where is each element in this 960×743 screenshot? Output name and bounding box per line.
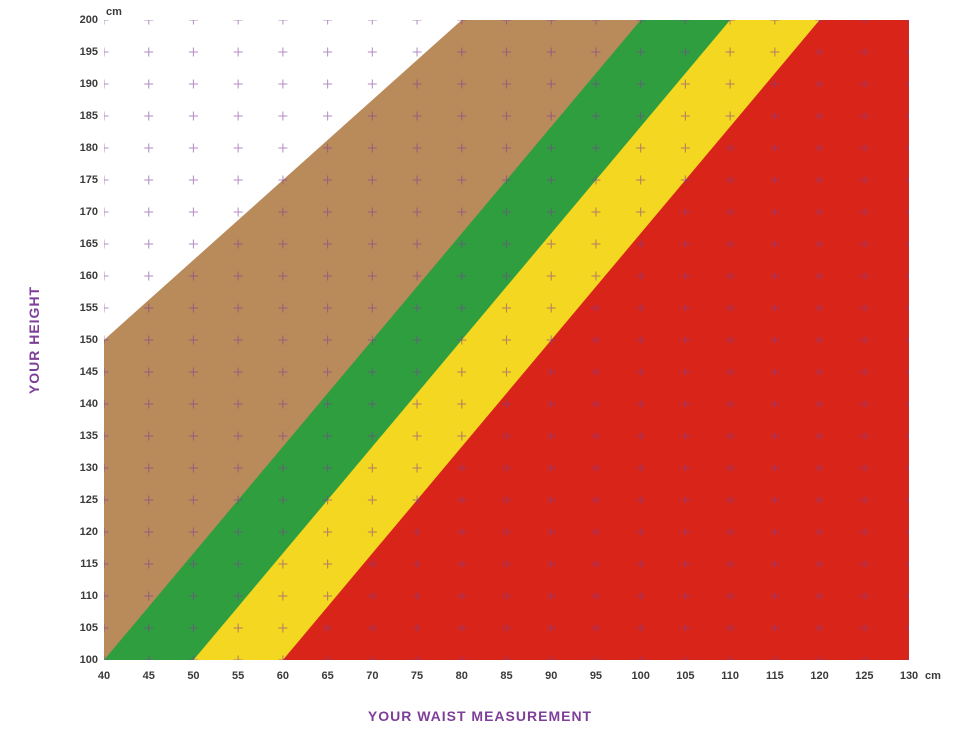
y-tick: 150 <box>72 334 98 346</box>
x-tick: 130 <box>900 670 918 682</box>
x-tick: 60 <box>277 670 289 682</box>
y-axis-label: YOUR HEIGHT <box>24 0 44 680</box>
y-tick: 115 <box>72 558 98 570</box>
x-tick: 50 <box>187 670 199 682</box>
x-tick: 55 <box>232 670 244 682</box>
y-tick: 160 <box>72 270 98 282</box>
y-tick: 110 <box>72 590 98 602</box>
x-tick: 115 <box>766 670 784 682</box>
x-tick: 120 <box>810 670 828 682</box>
y-tick: 190 <box>72 78 98 90</box>
y-tick: 195 <box>72 46 98 58</box>
y-tick: 100 <box>72 654 98 666</box>
x-tick: 110 <box>721 670 739 682</box>
x-tick: 70 <box>366 670 378 682</box>
y-axis-unit: cm <box>106 6 122 18</box>
y-tick: 120 <box>72 526 98 538</box>
x-tick: 65 <box>321 670 333 682</box>
x-axis-unit: cm <box>925 670 941 682</box>
y-tick: 135 <box>72 430 98 442</box>
x-tick: 85 <box>500 670 512 682</box>
y-tick: 175 <box>72 174 98 186</box>
x-tick: 45 <box>143 670 155 682</box>
x-tick: 95 <box>590 670 602 682</box>
y-tick: 165 <box>72 238 98 250</box>
x-tick: 80 <box>456 670 468 682</box>
x-tick: 90 <box>545 670 557 682</box>
x-tick: 75 <box>411 670 423 682</box>
y-tick: 145 <box>72 366 98 378</box>
x-tick: 105 <box>676 670 694 682</box>
waist-height-chart: YOUR HEIGHT YOUR WAIST MEASUREMENT cm cm… <box>0 0 960 743</box>
y-tick: 105 <box>72 622 98 634</box>
y-tick: 140 <box>72 398 98 410</box>
x-axis-label: YOUR WAIST MEASUREMENT <box>0 708 960 724</box>
x-tick: 125 <box>855 670 873 682</box>
y-tick: 130 <box>72 462 98 474</box>
x-tick: 40 <box>98 670 110 682</box>
y-tick: 180 <box>72 142 98 154</box>
y-tick: 170 <box>72 206 98 218</box>
y-tick: 200 <box>72 14 98 26</box>
x-tick: 100 <box>631 670 649 682</box>
y-tick: 185 <box>72 110 98 122</box>
plot-area <box>104 20 909 660</box>
y-tick: 155 <box>72 302 98 314</box>
y-tick: 125 <box>72 494 98 506</box>
